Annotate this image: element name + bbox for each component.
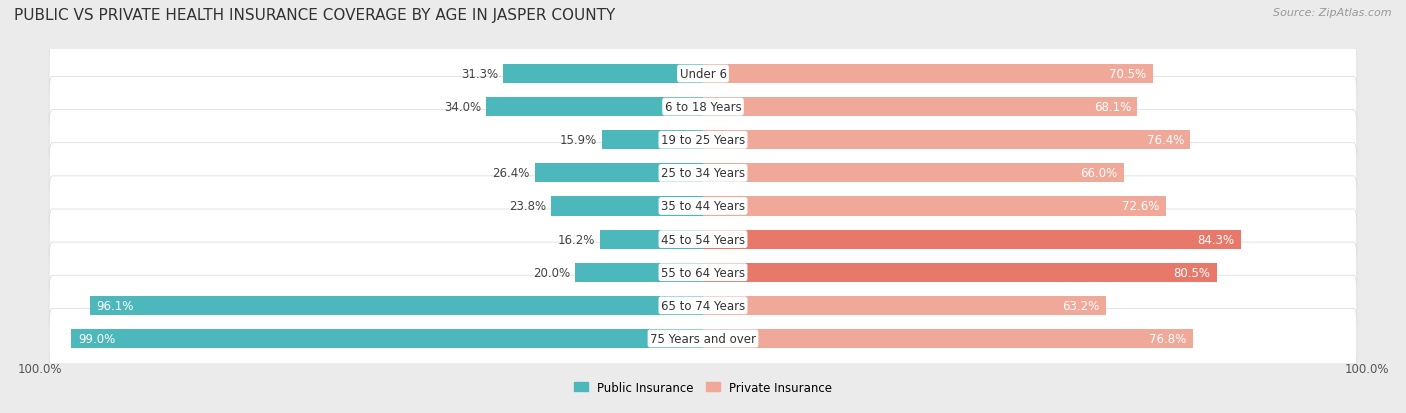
FancyBboxPatch shape xyxy=(49,275,1357,336)
Bar xyxy=(703,197,1166,216)
Text: 80.5%: 80.5% xyxy=(1173,266,1211,279)
Bar xyxy=(90,296,703,315)
Bar xyxy=(503,65,703,84)
Text: 19 to 25 Years: 19 to 25 Years xyxy=(661,134,745,147)
Text: 6 to 18 Years: 6 to 18 Years xyxy=(665,101,741,114)
Text: 34.0%: 34.0% xyxy=(444,101,481,114)
Text: Under 6: Under 6 xyxy=(679,68,727,81)
FancyBboxPatch shape xyxy=(49,77,1357,138)
FancyBboxPatch shape xyxy=(49,176,1357,237)
Text: 63.2%: 63.2% xyxy=(1063,299,1099,312)
Text: 72.6%: 72.6% xyxy=(1122,200,1160,213)
Text: 23.8%: 23.8% xyxy=(509,200,546,213)
Text: 16.2%: 16.2% xyxy=(557,233,595,246)
Bar xyxy=(703,296,1107,315)
Bar xyxy=(575,263,703,282)
Text: 84.3%: 84.3% xyxy=(1198,233,1234,246)
Bar xyxy=(703,65,1153,84)
Text: 68.1%: 68.1% xyxy=(1094,101,1130,114)
Text: 96.1%: 96.1% xyxy=(97,299,134,312)
Text: 26.4%: 26.4% xyxy=(492,167,530,180)
Text: 35 to 44 Years: 35 to 44 Years xyxy=(661,200,745,213)
Text: 100.0%: 100.0% xyxy=(1344,363,1389,375)
Bar xyxy=(486,98,703,117)
Bar xyxy=(534,164,703,183)
Text: 76.4%: 76.4% xyxy=(1147,134,1184,147)
Text: 20.0%: 20.0% xyxy=(533,266,571,279)
FancyBboxPatch shape xyxy=(49,309,1357,369)
Bar xyxy=(703,98,1137,117)
FancyBboxPatch shape xyxy=(49,209,1357,270)
Text: 70.5%: 70.5% xyxy=(1109,68,1146,81)
Bar xyxy=(72,329,703,348)
FancyBboxPatch shape xyxy=(49,242,1357,303)
Text: 25 to 34 Years: 25 to 34 Years xyxy=(661,167,745,180)
Bar xyxy=(599,230,703,249)
Text: 65 to 74 Years: 65 to 74 Years xyxy=(661,299,745,312)
Text: 99.0%: 99.0% xyxy=(77,332,115,345)
Text: 75 Years and over: 75 Years and over xyxy=(650,332,756,345)
Bar xyxy=(551,197,703,216)
Bar xyxy=(703,230,1240,249)
FancyBboxPatch shape xyxy=(49,44,1357,104)
Text: 100.0%: 100.0% xyxy=(17,363,62,375)
Bar xyxy=(703,131,1191,150)
Text: 55 to 64 Years: 55 to 64 Years xyxy=(661,266,745,279)
Bar xyxy=(703,164,1123,183)
Bar xyxy=(703,329,1192,348)
Bar xyxy=(602,131,703,150)
Text: 15.9%: 15.9% xyxy=(560,134,596,147)
Legend: Public Insurance, Private Insurance: Public Insurance, Private Insurance xyxy=(569,376,837,399)
Text: PUBLIC VS PRIVATE HEALTH INSURANCE COVERAGE BY AGE IN JASPER COUNTY: PUBLIC VS PRIVATE HEALTH INSURANCE COVER… xyxy=(14,8,616,23)
FancyBboxPatch shape xyxy=(49,143,1357,204)
FancyBboxPatch shape xyxy=(49,110,1357,171)
Text: Source: ZipAtlas.com: Source: ZipAtlas.com xyxy=(1274,8,1392,18)
Text: 66.0%: 66.0% xyxy=(1080,167,1118,180)
Text: 76.8%: 76.8% xyxy=(1149,332,1187,345)
Bar xyxy=(703,263,1216,282)
Text: 45 to 54 Years: 45 to 54 Years xyxy=(661,233,745,246)
Text: 31.3%: 31.3% xyxy=(461,68,498,81)
